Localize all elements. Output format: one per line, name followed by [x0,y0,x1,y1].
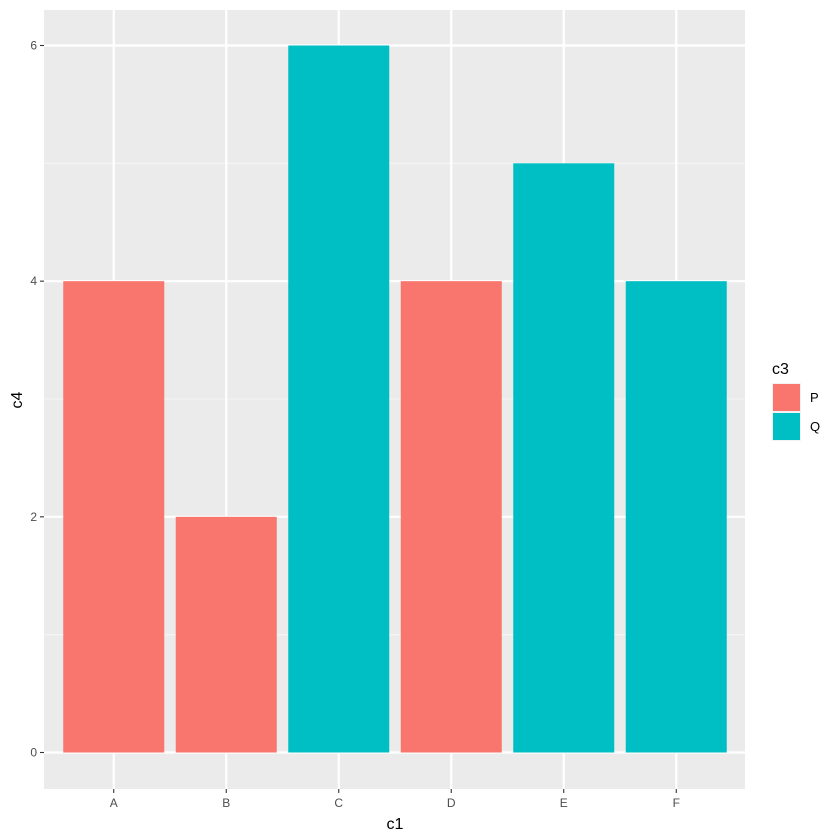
bar-C [288,45,390,753]
x-axis-title: c1 [387,816,404,833]
y-tick-label: 6 [30,39,37,53]
y-axis-title: c4 [9,391,26,408]
x-axis: A B C D E F [110,789,680,810]
legend-label: Q [810,419,820,434]
legend: c3 PQ [772,361,820,441]
y-tick-label: 0 [30,746,37,760]
y-axis: 0 2 4 6 [30,39,44,760]
bar-F [625,281,727,753]
x-tick-label: A [110,796,118,810]
x-tick-label: B [222,796,230,810]
bar-D [400,281,502,753]
bar-E [513,163,615,753]
bar-B [175,516,277,753]
y-tick-label: 4 [30,274,37,288]
x-tick-label: C [334,796,343,810]
legend-swatch-Q [773,413,800,440]
x-tick-label: E [560,796,568,810]
bars [63,45,727,753]
legend-title: c3 [772,361,789,378]
bar-A [63,281,165,753]
legend-label: P [810,390,819,405]
y-tick-label: 2 [30,510,37,524]
x-tick-label: D [447,796,456,810]
x-tick-label: F [673,796,680,810]
legend-swatch-P [773,384,800,411]
